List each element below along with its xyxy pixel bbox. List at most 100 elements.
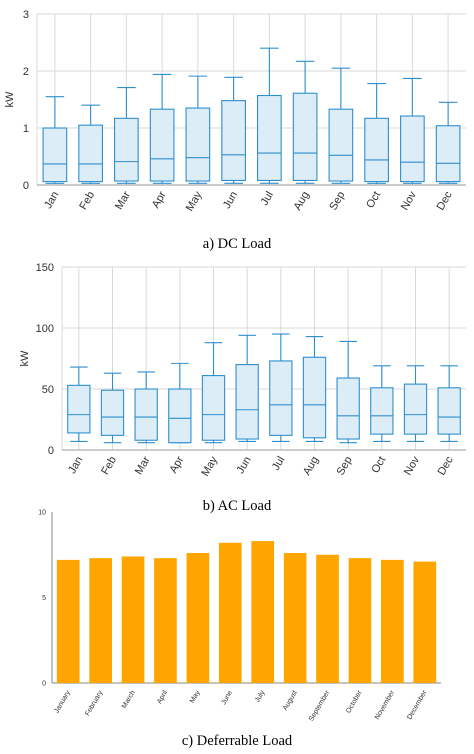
iqr-box	[221, 100, 246, 181]
bar-june	[218, 542, 242, 683]
x-tick-label: Jan	[42, 190, 61, 211]
x-tick-label: August	[282, 689, 299, 711]
iqr-box	[302, 356, 327, 439]
y-tick-label: 50	[42, 384, 54, 396]
x-tick-label: Sep	[327, 190, 347, 213]
iqr-box	[114, 117, 139, 182]
panel-caption: c) Deferrable Load	[182, 733, 293, 749]
box-jan	[67, 366, 91, 443]
box-sep	[336, 340, 360, 444]
x-tick-label: Dec	[436, 454, 456, 477]
iqr-box	[67, 384, 91, 434]
box-nov	[403, 365, 428, 443]
panel-caption: a) DC Load	[203, 236, 272, 252]
x-tick-label: December	[406, 689, 429, 721]
x-tick-label: Apr	[167, 454, 186, 475]
x-tick-label: Apr	[150, 189, 169, 210]
x-tick-label: January	[53, 689, 72, 714]
x-tick-label: Dec	[435, 189, 455, 212]
box-oct	[364, 82, 389, 184]
iqr-box	[257, 94, 282, 181]
x-tick-label: Jul	[270, 455, 287, 473]
iqr-box	[370, 387, 394, 435]
iqr-box	[134, 388, 158, 441]
x-tick-label: May	[189, 689, 202, 704]
iqr-box	[42, 127, 68, 183]
x-tick-label: Aug	[301, 455, 321, 478]
y-tick-label: 150	[36, 262, 54, 274]
box-jul	[257, 47, 282, 184]
box-plots	[67, 333, 461, 444]
bar-april	[154, 558, 177, 683]
y-tick-labels: 0 50 100 150	[36, 262, 54, 457]
x-tick-label: Mar	[113, 189, 133, 212]
iqr-box	[400, 115, 425, 183]
x-tick-label: March	[121, 689, 137, 709]
x-tick-label: July	[254, 689, 267, 704]
box-plots	[42, 47, 461, 184]
iqr-box	[100, 389, 125, 436]
iqr-box	[78, 124, 103, 183]
iqr-box	[336, 377, 360, 440]
iqr-box	[364, 117, 389, 183]
x-tick-label: June	[220, 689, 234, 706]
panel-dc-load: 0 1 2 3 kW Jan Feb Mar Apr May Jun Jul Aug Sep Oct No…	[4, 9, 466, 252]
x-tick-label: Feb	[99, 455, 119, 477]
iqr-box	[403, 383, 428, 435]
bar-july	[251, 541, 275, 683]
x-tick-label: May	[199, 454, 220, 478]
x-tick-label: October	[345, 689, 364, 715]
iqr-box	[435, 125, 461, 183]
x-tick-label: November	[374, 689, 397, 721]
axes	[51, 512, 441, 684]
iqr-box	[235, 364, 259, 440]
x-tick-label: May	[184, 189, 205, 213]
box-mar	[134, 371, 158, 444]
y-axis-title: kW	[4, 91, 16, 108]
iqr-box	[185, 107, 211, 182]
panel-deferrable-load: 0 5 10 January February March April May June Jul…	[38, 510, 441, 749]
y-tick-label: 100	[36, 323, 54, 335]
y-tick-labels: 0 1 2 3	[23, 9, 29, 192]
x-tick-label: April	[156, 689, 169, 705]
iqr-box	[292, 92, 318, 181]
box-sep	[328, 67, 354, 184]
x-tick-label: Oct	[369, 455, 388, 476]
x-tick-label: September	[308, 689, 332, 723]
bar-march	[121, 556, 145, 683]
bar-october	[348, 558, 372, 683]
box-jan	[42, 96, 68, 184]
panel-ac-load: 0 50 100 150 kW Jan Feb Mar Apr May Jun Jul Aug Sep…	[19, 262, 466, 514]
x-tick-label: Aug	[292, 190, 312, 213]
x-tick-label: Jun	[234, 455, 253, 476]
y-tick-label: 0	[48, 445, 54, 457]
bar-may	[186, 553, 210, 683]
iqr-box	[168, 388, 192, 444]
box-apr	[149, 73, 175, 184]
box-feb	[100, 372, 125, 444]
iqr-box	[149, 108, 175, 182]
iqr-box	[328, 108, 354, 182]
iqr-box	[269, 360, 293, 436]
x-tick-label: Nov	[402, 454, 422, 477]
x-tick-label: Oct	[364, 190, 383, 211]
box-may	[185, 75, 211, 184]
bar-december	[413, 561, 437, 683]
box-nov	[400, 77, 425, 184]
x-tick-labels: January February March April May June July Augu…	[53, 689, 428, 723]
x-tick-label: Jul	[259, 190, 276, 208]
box-jun	[235, 334, 259, 443]
x-tick-label: Jan	[66, 455, 85, 476]
box-aug	[292, 60, 318, 184]
y-tick-label: 1	[23, 123, 29, 135]
bar-september	[316, 554, 339, 683]
bars	[56, 541, 437, 683]
panel-caption: b) AC Load	[203, 498, 272, 514]
x-tick-label: Mar	[133, 454, 153, 477]
bar-august	[283, 553, 307, 683]
y-tick-label: 2	[23, 66, 29, 78]
box-oct	[370, 365, 394, 443]
x-tick-labels: Jan Feb Mar Apr May Jun Jul Aug Sep Oct Nov Dec	[66, 454, 456, 478]
box-mar	[114, 86, 139, 184]
